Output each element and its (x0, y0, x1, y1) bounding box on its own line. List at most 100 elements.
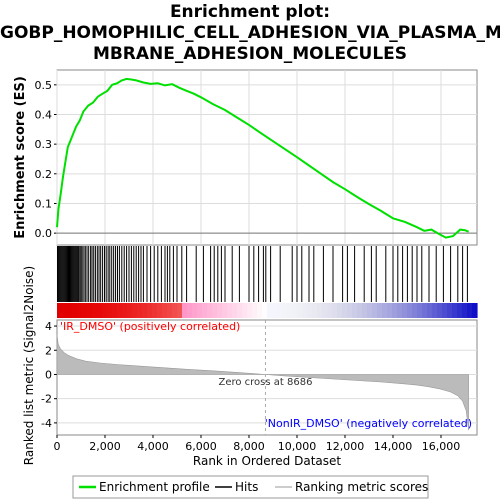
x-axis-label: Rank in Ordered Dataset (193, 454, 341, 468)
heat-bar-segment (287, 303, 293, 318)
chart-title-line-2: GOBP_HOMOPHILIC_CELL_ADHESION_VIA_PLASMA… (0, 23, 500, 43)
x-tick-label: 8,000 (233, 440, 265, 453)
heat-bar-segment (452, 303, 458, 318)
heat-bar-segment (107, 303, 113, 318)
heat-bar-segment (327, 303, 333, 318)
es-y-tick-label: 0.2 (35, 168, 53, 181)
heat-bar-segment (102, 303, 108, 318)
heat-bar-segment (407, 303, 413, 318)
heat-bar-segment (132, 303, 138, 318)
x-tick-label: 2,000 (89, 440, 121, 453)
heat-bar-segment (202, 303, 208, 318)
es-y-axis-label: Enrichment score (ES) (13, 76, 28, 239)
heat-bar-segment (447, 303, 453, 318)
heat-bar-segment (372, 303, 378, 318)
heat-bar-segment (392, 303, 398, 318)
heat-bar-segment (147, 303, 153, 318)
metric-y-tick-label: 2 (45, 344, 52, 357)
heat-bar-segment (277, 303, 283, 318)
heat-bar-segment (87, 303, 93, 318)
heat-bar-segment (192, 303, 198, 318)
es-y-tick-label: 0.1 (35, 197, 53, 210)
heat-bar-segment (467, 303, 473, 318)
heat-bar-segment (272, 303, 278, 318)
heat-bar-segment (222, 303, 228, 318)
heat-bar-segment (427, 303, 433, 318)
hits-panel-frame (57, 246, 477, 302)
heat-bar-segment (282, 303, 288, 318)
metric-y-tick-label: -4 (41, 417, 52, 430)
legend-label-enrichment-profile: Enrichment profile (99, 480, 210, 494)
heat-bar-segment (62, 303, 68, 318)
heat-bar-segment (82, 303, 88, 318)
heat-bar-segment (457, 303, 463, 318)
heat-bar-segment (442, 303, 448, 318)
heat-bar-segment (332, 303, 338, 318)
heat-bar-segment (227, 303, 233, 318)
metric-y-tick-label: 4 (45, 320, 52, 333)
heat-bar-segment (72, 303, 78, 318)
heat-bar-segment (397, 303, 403, 318)
heat-bar-segment (172, 303, 178, 318)
heat-bar-segment (362, 303, 368, 318)
heat-bar-segment (167, 303, 173, 318)
es-y-tick-label: 0.4 (35, 108, 53, 121)
heat-bar-segment (412, 303, 418, 318)
heat-bar-segment (57, 303, 63, 318)
heat-bar-segment (417, 303, 423, 318)
positive-correlation-label: 'IR_DMSO' (positively correlated) (60, 320, 240, 333)
heat-bar-segment (292, 303, 298, 318)
x-tick-label: 16,000 (422, 440, 461, 453)
heat-bar-segment (382, 303, 388, 318)
legend-box (72, 475, 429, 499)
heat-bar-segment (182, 303, 188, 318)
heat-bar-segment (152, 303, 158, 318)
x-tick-label: 6,000 (185, 440, 217, 453)
heat-bar-segment (162, 303, 168, 318)
heat-bar-segment (117, 303, 123, 318)
heat-bar-segment (217, 303, 223, 318)
metric-y-tick-label: -2 (41, 393, 52, 406)
heat-bar-segment (437, 303, 443, 318)
heat-bar-segment (237, 303, 243, 318)
heat-bar-segment (207, 303, 213, 318)
x-tick-label: 0 (54, 440, 61, 453)
ranking-metric-area (56, 334, 469, 431)
heat-bar-segment (342, 303, 348, 318)
es-y-tick-label: 0.5 (35, 79, 53, 92)
zero-cross-label: Zero cross at 8686 (218, 377, 312, 388)
heat-bar-segment (242, 303, 248, 318)
heat-bar-segment (92, 303, 98, 318)
heat-bar-segment (367, 303, 373, 318)
heat-bar-segment (127, 303, 133, 318)
heat-bar-segment (197, 303, 203, 318)
heat-bar-segment (212, 303, 218, 318)
heat-bar-segment (462, 303, 468, 318)
heat-bar-segment (347, 303, 353, 318)
heat-bar-segment (357, 303, 363, 318)
heat-bar-segment (97, 303, 103, 318)
es-panel-frame (56, 69, 478, 246)
metric-y-tick-label: 0 (45, 368, 52, 381)
heat-bar-segment (247, 303, 253, 318)
x-tick-label: 12,000 (326, 440, 365, 453)
heat-bar-segment (297, 303, 303, 318)
heat-bar-segment (67, 303, 73, 318)
heat-bar-segment (317, 303, 323, 318)
negative-correlation-label: 'NonIR_DMSO' (negatively correlated) (265, 417, 472, 430)
x-tick-label: 4,000 (137, 440, 169, 453)
heat-bar-segment (307, 303, 313, 318)
x-tick-label: 14,000 (374, 440, 413, 453)
metric-y-axis-label: Ranked list metric (Signal2Noise) (22, 266, 36, 465)
heat-bar-segment (422, 303, 428, 318)
legend-label-ranking-metric: Ranking metric scores (295, 480, 428, 494)
heat-bar-segment (312, 303, 318, 318)
heat-bar-segment (177, 303, 183, 318)
legend-label-hits: Hits (235, 480, 258, 494)
heat-bar-segment (187, 303, 193, 318)
heat-bar-segment (252, 303, 258, 318)
chart-title-line-1: Enrichment plot: (169, 2, 331, 22)
heat-bar-segment (157, 303, 163, 318)
es-y-tick-label: 0.0 (35, 227, 53, 240)
